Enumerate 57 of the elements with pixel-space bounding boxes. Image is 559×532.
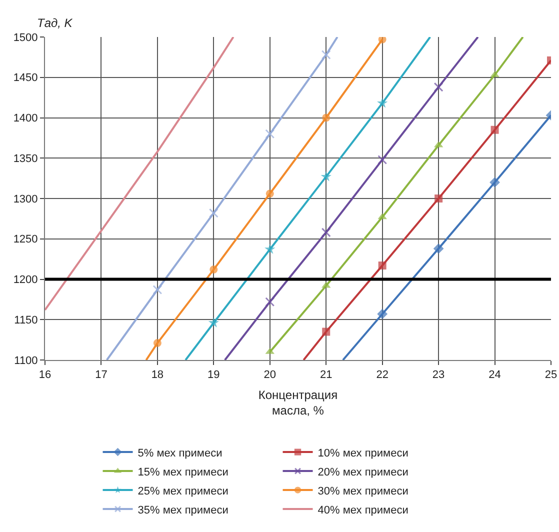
point — [152, 285, 162, 294]
y-tick-label: 1150 — [14, 314, 38, 326]
x-tick-label: 24 — [488, 369, 501, 382]
point — [378, 37, 386, 44]
point — [266, 190, 274, 198]
line-series — [224, 37, 479, 360]
point — [153, 339, 162, 348]
point — [321, 50, 331, 60]
y-tick-label: 1500 — [13, 32, 38, 44]
point — [490, 177, 500, 188]
point — [265, 297, 275, 307]
x-tick-label: 20 — [264, 369, 276, 382]
legend-label: 20% мех примеси — [318, 466, 408, 478]
point — [434, 194, 443, 202]
point — [433, 243, 444, 254]
x-tick-label: 16 — [38, 369, 52, 382]
x-tick-label: 23 — [432, 369, 445, 382]
point — [265, 129, 275, 139]
point — [321, 228, 331, 238]
y-tick-label: 1200 — [13, 274, 38, 286]
point — [490, 126, 499, 134]
y-tick-label: 1350 — [13, 152, 38, 165]
point — [322, 328, 330, 336]
legend-label: 40% мех примеси — [318, 504, 408, 516]
x-tick-label: 18 — [151, 369, 164, 382]
point — [378, 154, 388, 164]
point — [378, 262, 386, 270]
legend-label: 30% мех примеси — [318, 485, 408, 498]
y-tick-label: 1100 — [14, 354, 38, 367]
legend-label: 15% мех примеси — [138, 466, 228, 478]
point — [264, 244, 276, 254]
point — [320, 171, 332, 182]
y-tick-label: 1300 — [13, 193, 38, 206]
point — [434, 82, 444, 92]
legend-label: 5% мех примеси — [138, 447, 222, 460]
y-tick-label: 1450 — [13, 72, 38, 84]
point — [208, 317, 219, 328]
point — [322, 114, 330, 122]
x-tick-label: 21 — [320, 369, 332, 382]
y-axis-title: Tад, K — [37, 16, 74, 30]
legend-label: 25% мех примеси — [138, 485, 228, 498]
y-tick-label: 1250 — [13, 234, 38, 246]
point — [377, 308, 388, 320]
x-tick-label: 22 — [376, 369, 388, 382]
y-tick-label: 1400 — [13, 112, 38, 125]
point — [208, 208, 218, 218]
x-axis-title: Концентрация масла, % — [258, 388, 338, 418]
x-tick-label: 19 — [208, 369, 220, 382]
x-tick-label: 25 — [544, 369, 558, 382]
legend-label: 10% мех примеси — [318, 447, 408, 460]
legend-label: 35% мех примеси — [138, 504, 228, 516]
line-series — [45, 37, 234, 311]
line-series — [184, 37, 432, 360]
point — [377, 98, 388, 108]
line-series — [106, 37, 338, 360]
x-tick-label: 17 — [95, 369, 108, 382]
point — [210, 266, 218, 274]
